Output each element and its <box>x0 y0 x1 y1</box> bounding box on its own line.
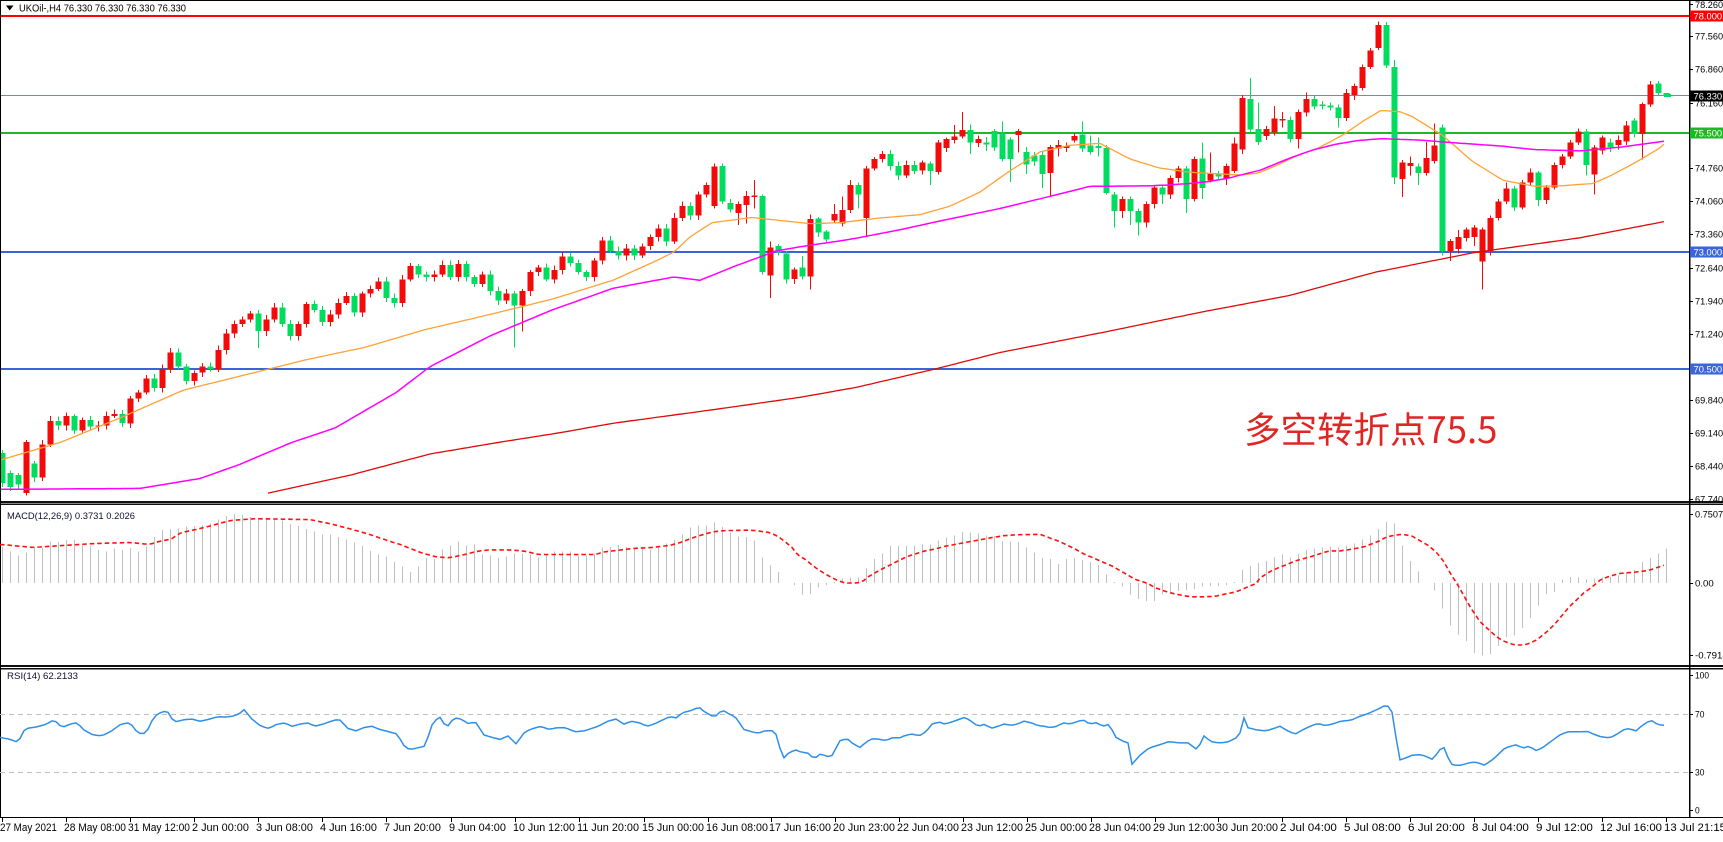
svg-text:69.140: 69.140 <box>1695 429 1723 440</box>
svg-text:73.000: 73.000 <box>1694 248 1723 259</box>
svg-text:100: 100 <box>1695 671 1709 682</box>
svg-text:70.500: 70.500 <box>1694 365 1723 376</box>
svg-text:11 Jun 20:00: 11 Jun 20:00 <box>577 822 639 834</box>
svg-text:71.940: 71.940 <box>1695 297 1723 308</box>
svg-text:13 Jul 21:15: 13 Jul 21:15 <box>1664 822 1723 834</box>
svg-text:29 Jun 12:00: 29 Jun 12:00 <box>1153 822 1215 834</box>
svg-text:MACD(12,26,9) 0.3731 0.2026: MACD(12,26,9) 0.3731 0.2026 <box>7 511 135 522</box>
svg-text:74.060: 74.060 <box>1695 197 1723 208</box>
svg-text:8 Jul 04:00: 8 Jul 04:00 <box>1472 822 1529 834</box>
svg-text:28 May 08:00: 28 May 08:00 <box>64 822 126 834</box>
svg-text:68.440: 68.440 <box>1695 462 1723 473</box>
svg-text:15 Jun 00:00: 15 Jun 00:00 <box>642 822 704 834</box>
svg-text:20 Jun 23:00: 20 Jun 23:00 <box>833 822 895 834</box>
svg-text:78.260: 78.260 <box>1695 0 1723 11</box>
svg-text:-0.7918: -0.7918 <box>1695 651 1723 662</box>
svg-text:0.7507: 0.7507 <box>1695 510 1723 521</box>
svg-text:5 Jul 08:00: 5 Jul 08:00 <box>1344 822 1401 834</box>
svg-text:17 Jun 16:00: 17 Jun 16:00 <box>769 822 831 834</box>
svg-text:9 Jul 12:00: 9 Jul 12:00 <box>1536 822 1593 834</box>
svg-text:74.760: 74.760 <box>1695 164 1723 175</box>
svg-text:25 Jun 00:00: 25 Jun 00:00 <box>1025 822 1087 834</box>
svg-text:23 Jun 12:00: 23 Jun 12:00 <box>961 822 1023 834</box>
svg-text:6 Jul 20:00: 6 Jul 20:00 <box>1408 822 1465 834</box>
svg-text:76.160: 76.160 <box>1695 99 1723 110</box>
svg-text:70: 70 <box>1695 710 1704 721</box>
svg-text:69.840: 69.840 <box>1695 396 1723 407</box>
svg-text:10 Jun 12:00: 10 Jun 12:00 <box>513 822 575 834</box>
svg-text:71.240: 71.240 <box>1695 330 1723 341</box>
svg-text:30: 30 <box>1695 768 1704 779</box>
svg-text:28 Jun 04:00: 28 Jun 04:00 <box>1089 822 1151 834</box>
svg-text:2 Jun 00:00: 2 Jun 00:00 <box>192 822 249 834</box>
svg-text:30 Jun 20:00: 30 Jun 20:00 <box>1216 822 1278 834</box>
svg-text:22 Jun 04:00: 22 Jun 04:00 <box>897 822 959 834</box>
svg-text:4 Jun 16:00: 4 Jun 16:00 <box>320 822 377 834</box>
svg-text:12 Jul 16:00: 12 Jul 16:00 <box>1600 822 1662 834</box>
svg-text:16 Jun 08:00: 16 Jun 08:00 <box>706 822 768 834</box>
svg-text:76.330: 76.330 <box>1694 92 1723 103</box>
svg-text:31 May 12:00: 31 May 12:00 <box>128 822 190 834</box>
svg-text:73.360: 73.360 <box>1695 230 1723 241</box>
svg-text:9 Jun 04:00: 9 Jun 04:00 <box>449 822 506 834</box>
svg-text:67.740: 67.740 <box>1695 495 1723 506</box>
svg-text:0: 0 <box>1695 806 1700 817</box>
svg-text:72.640: 72.640 <box>1695 264 1723 275</box>
svg-text:0.00: 0.00 <box>1695 579 1714 590</box>
svg-text:3 Jun 08:00: 3 Jun 08:00 <box>256 822 313 834</box>
svg-text:76.860: 76.860 <box>1695 65 1723 76</box>
svg-text:RSI(14) 62.2133: RSI(14) 62.2133 <box>7 671 78 682</box>
svg-text:UKOil-,H4 76.330 76.330 76.33: UKOil-,H4 76.330 76.330 76.330 76.330 <box>19 3 186 15</box>
svg-text:75.500: 75.500 <box>1694 129 1723 140</box>
svg-text:27 May 2021: 27 May 2021 <box>0 822 57 834</box>
svg-text:2 Jul 04:00: 2 Jul 04:00 <box>1280 822 1337 834</box>
svg-text:77.560: 77.560 <box>1695 32 1723 43</box>
svg-text:78.000: 78.000 <box>1694 12 1723 23</box>
svg-text:7 Jun 20:00: 7 Jun 20:00 <box>384 822 441 834</box>
